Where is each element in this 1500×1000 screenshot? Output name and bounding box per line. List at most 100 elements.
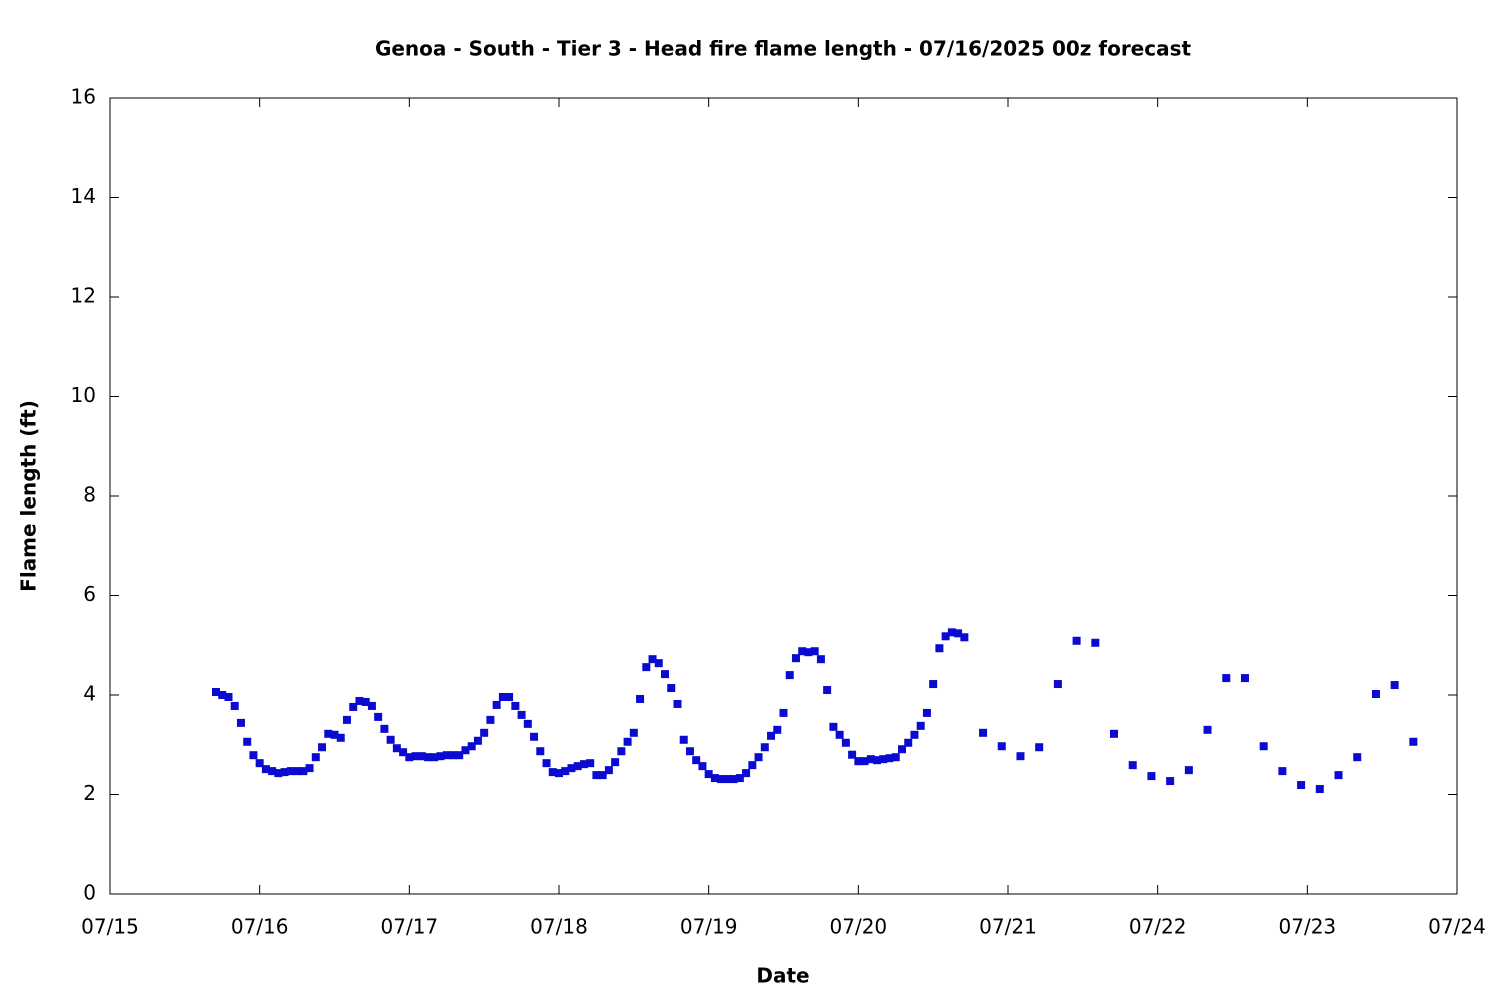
x-axis-label: Date bbox=[756, 964, 809, 988]
point bbox=[929, 680, 938, 689]
point bbox=[1222, 674, 1231, 683]
point bbox=[1184, 766, 1193, 775]
point bbox=[1053, 680, 1062, 689]
point bbox=[274, 769, 283, 778]
point bbox=[979, 728, 988, 737]
point bbox=[873, 756, 882, 765]
point bbox=[1072, 636, 1081, 645]
y-tick-label: 16 bbox=[71, 85, 96, 109]
point bbox=[268, 767, 277, 776]
plot-frame bbox=[109, 97, 1458, 895]
point bbox=[754, 753, 763, 762]
point bbox=[1371, 690, 1380, 699]
point bbox=[1334, 771, 1343, 780]
point bbox=[1203, 725, 1212, 734]
point bbox=[1166, 777, 1175, 786]
point bbox=[935, 644, 944, 653]
x-tick-label: 07/16 bbox=[231, 915, 289, 939]
point bbox=[904, 738, 913, 747]
x-tick-label: 07/19 bbox=[680, 915, 738, 939]
point bbox=[791, 654, 800, 663]
point bbox=[785, 671, 794, 680]
point bbox=[218, 691, 227, 699]
point bbox=[804, 648, 813, 657]
y-tick-label: 14 bbox=[71, 184, 96, 208]
point bbox=[667, 684, 676, 693]
y-tick-label: 12 bbox=[71, 284, 96, 308]
point bbox=[280, 768, 289, 777]
point bbox=[411, 752, 420, 761]
point bbox=[536, 747, 545, 756]
point bbox=[405, 753, 414, 762]
point bbox=[505, 692, 514, 701]
point bbox=[386, 735, 395, 744]
point bbox=[336, 733, 345, 742]
point bbox=[492, 700, 501, 709]
point bbox=[835, 730, 844, 739]
point bbox=[698, 762, 707, 771]
point bbox=[947, 628, 956, 637]
x-tick-label: 07/20 bbox=[830, 915, 888, 939]
point bbox=[823, 686, 832, 695]
chart-title: Genoa - South - Tier 3 - Head fire flame… bbox=[375, 37, 1192, 61]
point bbox=[604, 766, 613, 775]
point bbox=[361, 697, 370, 706]
point bbox=[399, 748, 408, 757]
point bbox=[330, 730, 339, 739]
point bbox=[318, 743, 327, 752]
point bbox=[1035, 743, 1044, 752]
point bbox=[879, 755, 888, 764]
point bbox=[305, 764, 314, 773]
point bbox=[324, 729, 333, 738]
point bbox=[374, 712, 383, 721]
point bbox=[567, 764, 576, 773]
point bbox=[767, 731, 776, 740]
point bbox=[642, 663, 651, 672]
point bbox=[573, 762, 582, 771]
point bbox=[816, 655, 825, 664]
point bbox=[760, 743, 769, 752]
point bbox=[897, 745, 906, 754]
point bbox=[960, 633, 969, 642]
point bbox=[417, 752, 426, 761]
y-tick-label: 4 bbox=[83, 682, 96, 706]
point bbox=[661, 670, 670, 679]
point bbox=[916, 721, 925, 730]
point bbox=[1240, 674, 1249, 683]
point bbox=[860, 757, 869, 766]
point bbox=[511, 701, 520, 710]
point bbox=[498, 692, 507, 701]
y-tick-label: 8 bbox=[83, 483, 96, 507]
point bbox=[486, 715, 495, 724]
point bbox=[424, 753, 433, 762]
point bbox=[467, 742, 476, 751]
point bbox=[854, 757, 863, 766]
point bbox=[1409, 737, 1418, 746]
point bbox=[710, 774, 719, 783]
point bbox=[561, 767, 570, 776]
point bbox=[623, 737, 632, 746]
y-tick-label: 10 bbox=[71, 383, 96, 407]
point bbox=[1128, 761, 1137, 770]
point bbox=[885, 754, 894, 763]
point bbox=[461, 746, 470, 755]
point bbox=[230, 701, 239, 710]
point bbox=[530, 732, 539, 741]
x-tick-label: 07/15 bbox=[81, 915, 139, 939]
x-tick-label: 07/24 bbox=[1428, 915, 1486, 939]
point bbox=[311, 753, 320, 762]
point bbox=[1091, 638, 1100, 647]
point bbox=[367, 701, 376, 710]
point bbox=[349, 702, 358, 711]
point bbox=[436, 752, 445, 761]
point bbox=[212, 688, 221, 697]
point bbox=[255, 759, 264, 768]
point bbox=[236, 718, 245, 727]
point bbox=[654, 659, 663, 668]
point bbox=[810, 647, 819, 656]
point bbox=[455, 751, 464, 760]
y-axis-label: Flame length (ft) bbox=[17, 400, 41, 592]
point bbox=[748, 761, 757, 770]
point bbox=[611, 758, 620, 767]
